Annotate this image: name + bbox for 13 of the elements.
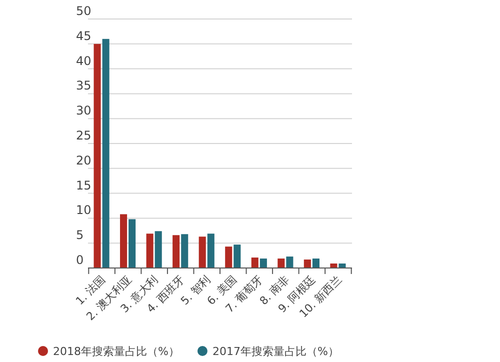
y-tick-label: 5: [76, 228, 84, 242]
y-tick-label: 45: [76, 28, 92, 43]
legend-label: 2018年搜索量占比（%）: [53, 345, 180, 358]
y-tick-label: 15: [76, 178, 92, 192]
y-tick-label: 40: [76, 54, 92, 68]
y-tick-label: 30: [76, 104, 92, 118]
legend-label: 2017年搜索量占比（%）: [212, 345, 339, 358]
y-tick-label: 20: [76, 153, 92, 168]
y-tick-label: 35: [76, 78, 92, 93]
y-tick-label: 25: [76, 128, 92, 142]
y-tick-label: 10: [76, 203, 92, 218]
y-tick-label: 0: [76, 253, 84, 267]
y-tick-label: 50: [76, 4, 92, 18]
